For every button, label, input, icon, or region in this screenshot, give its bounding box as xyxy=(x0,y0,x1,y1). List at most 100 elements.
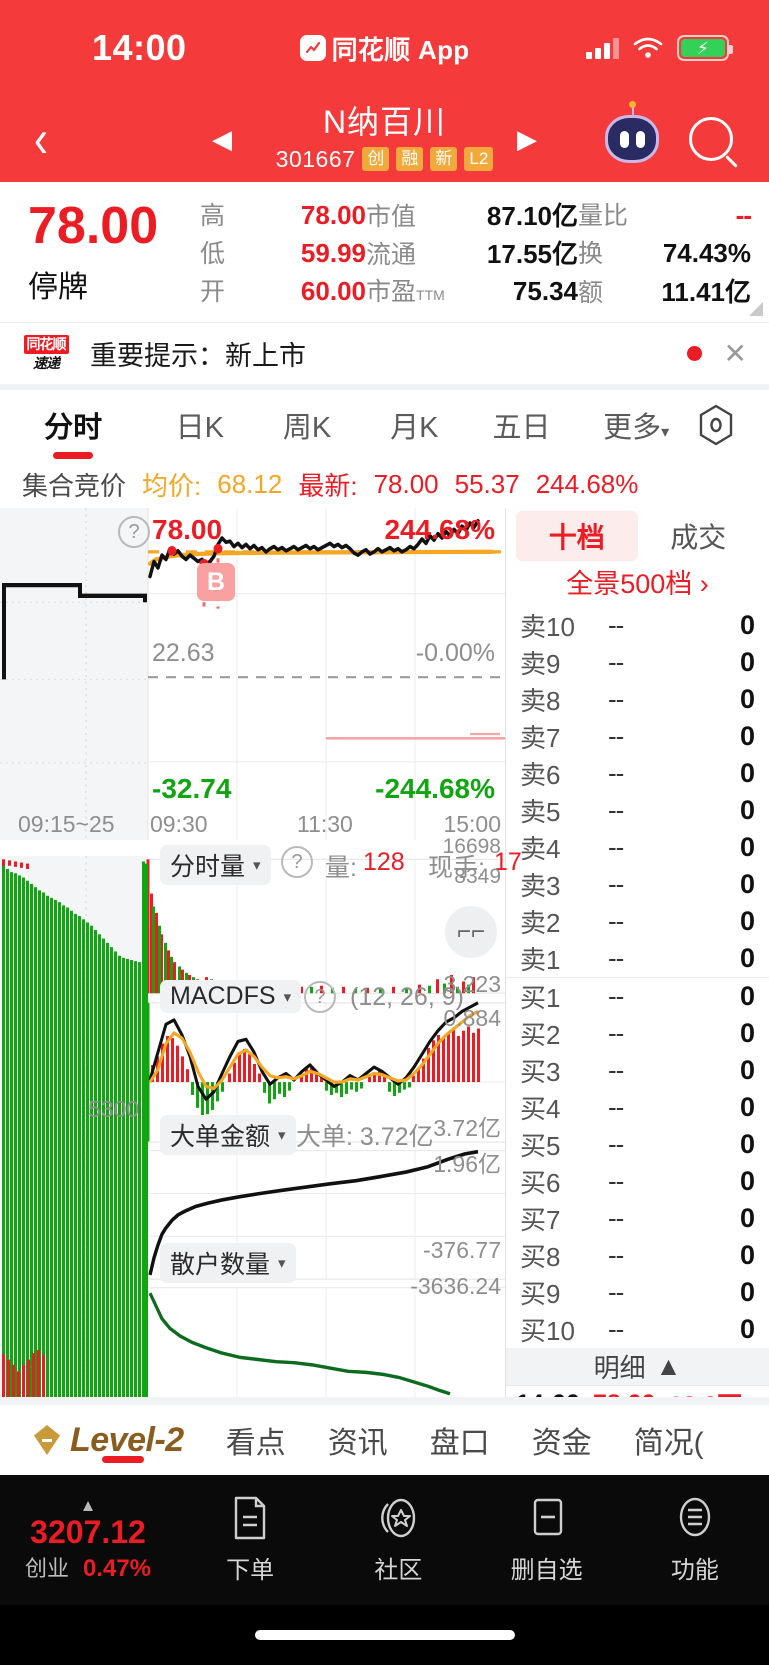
bid-row: 买10 -- 0 xyxy=(506,1311,769,1348)
volume-axis-mid: 8349 xyxy=(454,865,501,888)
auction-summary-row: 集合竞价 均价: 68.12 最新: 78.00 55.37 244.68% xyxy=(0,460,769,508)
ask-row: 卖6 -- 0 xyxy=(506,755,769,792)
home-indicator[interactable] xyxy=(254,1630,515,1640)
ask-row: 卖4 -- 0 xyxy=(506,829,769,866)
ask-price: -- xyxy=(608,795,624,825)
pct-axis-mid: -0.00% xyxy=(415,639,495,667)
retail-axis-max: -376.77 xyxy=(422,1237,501,1263)
macd-axis-max: 3.223 xyxy=(443,971,501,997)
community-star-icon xyxy=(376,1495,420,1541)
tab-more[interactable]: 更多▾ xyxy=(575,404,697,446)
current-hand-value: 17 xyxy=(494,848,522,876)
ask-qty: 0 xyxy=(739,610,755,640)
ai-robot-icon[interactable] xyxy=(605,101,659,163)
ask-price: -- xyxy=(608,832,624,862)
status-time: 14:00 xyxy=(92,27,187,68)
level2-label: Level-2 xyxy=(70,1420,184,1459)
auction-label: 集合竞价 xyxy=(22,470,127,501)
bid-qty: 0 xyxy=(739,1203,755,1233)
stock-code-row: 301667 创 融 新 L2 xyxy=(276,146,494,173)
tab-zijin[interactable]: 资金 xyxy=(531,1427,592,1460)
bottom-item-label: 功能 xyxy=(670,1557,719,1584)
time-tick-noon: 11:30 xyxy=(297,811,353,837)
ask-level: 卖6 xyxy=(520,760,561,790)
ask-row: 卖7 -- 0 xyxy=(506,718,769,755)
settings-hex-icon[interactable] xyxy=(697,404,735,446)
tab-fenshi[interactable]: 分时 xyxy=(0,404,146,459)
chevron-up-icon: ▲ xyxy=(655,1351,682,1381)
tab-fiveday[interactable]: 五日 xyxy=(492,412,551,444)
gem-icon xyxy=(34,1425,60,1455)
stat-value: 11.41亿 xyxy=(661,277,751,307)
volume-axis-max: 16698 xyxy=(442,835,501,858)
bottom-item-order[interactable]: 下单 xyxy=(176,1495,324,1585)
chart-area[interactable]: ? 78.00 244.68% 22.63 -0.00% -32.74 -244… xyxy=(0,508,522,1397)
notice-logo-top: 同花顺 xyxy=(23,334,69,355)
functions-menu-icon xyxy=(673,1495,717,1541)
big-order-indicator-selector[interactable]: 大单金额 ▾ xyxy=(160,1115,296,1155)
bottom-item-functions[interactable]: 功能 xyxy=(621,1495,769,1585)
chevron-down-icon: ▾ xyxy=(661,424,670,441)
quote-col-3: 量比 -- 换 74.43% 额 11.41亿 xyxy=(578,196,752,310)
detail-toggle[interactable]: 明细 ▲ xyxy=(506,1348,769,1385)
ask-qty: 0 xyxy=(739,906,755,936)
search-icon[interactable] xyxy=(689,117,733,161)
ask-price: -- xyxy=(608,684,624,714)
auction-help-icon[interactable]: ? xyxy=(118,516,150,548)
time-tick-close: 15:00 xyxy=(443,811,501,837)
stat-superscript: TTM xyxy=(416,287,445,303)
full-depth-link[interactable]: 全景500档 › xyxy=(506,560,769,607)
tab-level2[interactable]: Level-2 xyxy=(34,1420,184,1463)
stat-value: 60.00 xyxy=(300,276,366,306)
tab-kandian[interactable]: 看点 xyxy=(225,1427,286,1460)
stat-label: 流通 xyxy=(366,241,417,269)
notice-bar[interactable]: 同花顺 速递 重要提示：新上市 ✕ xyxy=(0,322,769,384)
macd-indicator-selector[interactable]: MACDFS ▾ xyxy=(160,980,302,1013)
orderbook-panel: 十档 成交 全景500档 › 卖10 -- 0 卖9 -- 0 卖8 -- 0 卖7 -- 0 … xyxy=(505,508,769,1420)
bid-qty: 0 xyxy=(739,1277,755,1307)
tab-monthk[interactable]: 月K xyxy=(390,412,439,444)
bottom-item-community[interactable]: 社区 xyxy=(324,1495,472,1585)
next-stock-button[interactable]: ▶ xyxy=(517,124,537,154)
pct-axis-top: 244.68% xyxy=(384,514,495,545)
trading-status: 停牌 xyxy=(28,270,88,304)
notice-logo-bottom: 速递 xyxy=(33,355,60,372)
tab-weekk[interactable]: 周K xyxy=(282,412,332,444)
big-order-stat: 大单: 3.72亿 xyxy=(296,1123,434,1151)
avg-price-value: 68.12 xyxy=(217,468,283,499)
retail-indicator-selector[interactable]: 散户数量 ▾ xyxy=(160,1243,296,1283)
tab-label: 更多 xyxy=(603,412,662,444)
ask-level: 卖3 xyxy=(520,871,561,901)
remove-watchlist-icon xyxy=(525,1495,569,1541)
bid-row: 买1 -- 0 xyxy=(506,977,769,1015)
tab-pankou[interactable]: 盘口 xyxy=(429,1427,490,1460)
pill-label: 散户数量 xyxy=(170,1251,271,1279)
bid-price: -- xyxy=(608,1277,624,1307)
volume-help-icon[interactable]: ? xyxy=(281,846,313,878)
stat-row: 市盈 TTM 75.34 xyxy=(366,272,578,310)
app-name: 同花顺 App xyxy=(331,34,470,65)
index-widget[interactable]: ▲ 3207.12 创业 0.47% xyxy=(0,1497,176,1583)
tab-trades[interactable]: 成交 xyxy=(670,522,727,553)
back-button[interactable]: ‹ xyxy=(34,109,48,168)
tab-jiankuang[interactable]: 简况( xyxy=(633,1427,704,1460)
prev-stock-button[interactable]: ◀ xyxy=(212,124,232,154)
signal-bars-icon xyxy=(586,37,619,59)
bottom-item-remove-watchlist[interactable]: 删自选 xyxy=(473,1495,621,1585)
pill-label: MACDFS xyxy=(170,982,276,1010)
bid-price: -- xyxy=(608,1092,624,1122)
bid-row: 买3 -- 0 xyxy=(506,1052,769,1089)
tab-dayk[interactable]: 日K xyxy=(175,412,224,444)
auction-left-axis: 5300 xyxy=(88,1096,140,1122)
volume-indicator-selector[interactable]: 分时量 ▾ xyxy=(160,845,271,885)
order-doc-icon xyxy=(228,1495,272,1541)
current-price: 78.00 xyxy=(28,197,159,256)
tab-ten-levels[interactable]: 十档 xyxy=(516,511,638,561)
expand-icon[interactable]: ⌐⌐ xyxy=(445,906,497,958)
bid-row: 买9 -- 0 xyxy=(506,1274,769,1311)
ask-qty: 0 xyxy=(739,721,755,751)
tab-zixun[interactable]: 资讯 xyxy=(327,1427,388,1460)
close-icon[interactable]: ✕ xyxy=(723,337,747,369)
ask-level: 卖10 xyxy=(520,612,575,642)
macd-help-icon[interactable]: ? xyxy=(304,981,336,1013)
